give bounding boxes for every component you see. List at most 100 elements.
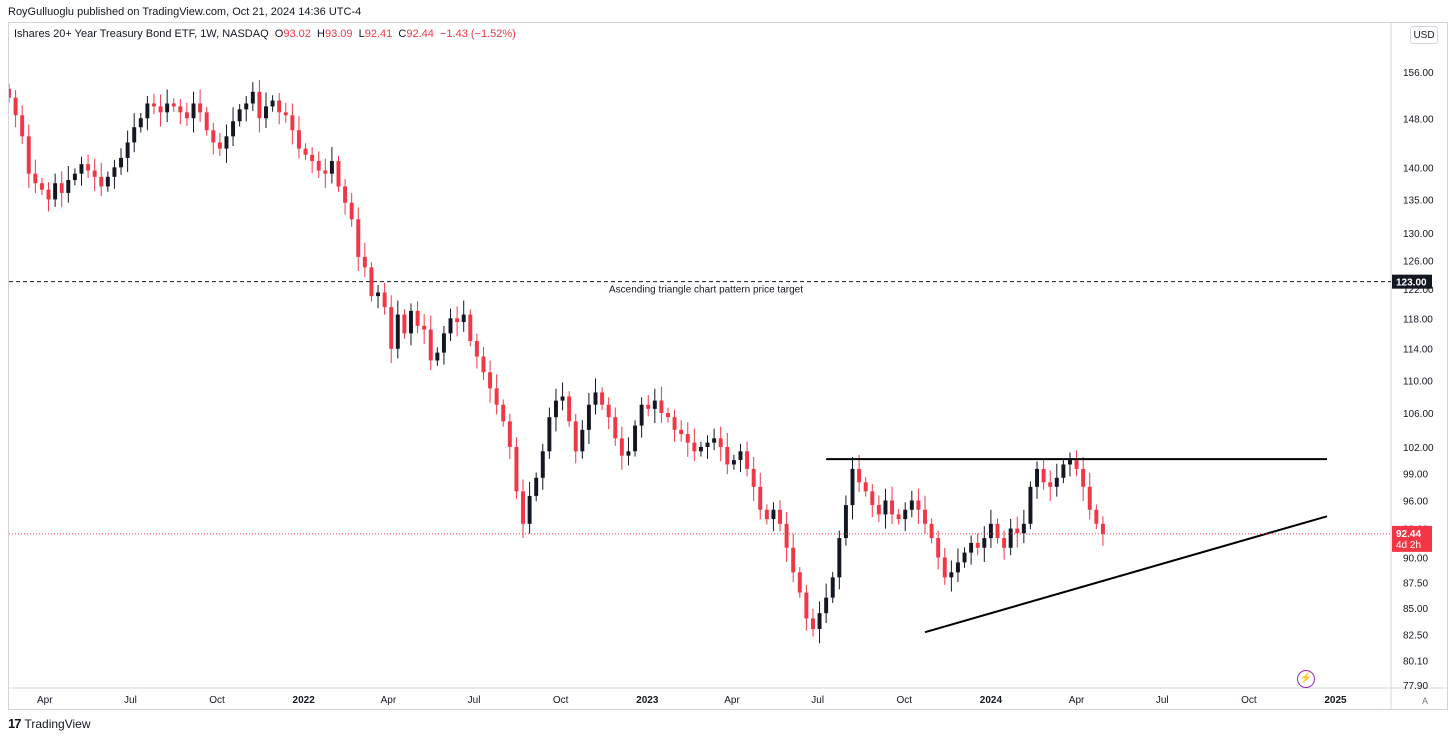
candle-body — [402, 314, 407, 334]
y-tick-label: 156.00 — [1403, 68, 1434, 79]
candle-body — [488, 372, 493, 389]
candle-body — [718, 438, 723, 447]
candle-body — [817, 613, 822, 629]
candle-body — [567, 396, 572, 422]
candle-body — [303, 148, 308, 155]
candle-body — [1048, 482, 1053, 487]
currency-button[interactable]: USD — [1410, 26, 1438, 44]
candle-body — [791, 547, 796, 573]
candle-body — [494, 388, 499, 405]
candle-body — [685, 434, 690, 443]
candle-body — [428, 329, 433, 361]
candle-body — [277, 100, 282, 113]
candle-body — [441, 333, 446, 353]
candle-body — [1067, 460, 1072, 465]
candle-body — [764, 509, 769, 520]
y-tick-label: 106.00 — [1403, 409, 1434, 420]
tradingview-logo[interactable]: 17 TradingView — [8, 716, 91, 731]
x-tick-label: Oct — [897, 695, 913, 706]
candle-body — [59, 183, 64, 193]
candle-body — [745, 451, 750, 469]
candle-body — [191, 103, 196, 119]
candle-body — [850, 468, 855, 506]
y-tick-label: 90.00 — [1403, 553, 1428, 564]
candle-body — [507, 421, 512, 447]
candle-body — [639, 404, 644, 426]
candle-body — [283, 112, 288, 116]
candle-body — [573, 421, 578, 452]
candle-body — [382, 292, 387, 308]
x-tick-label: 2022 — [293, 695, 316, 706]
candle-body — [376, 292, 381, 297]
candle-body — [738, 451, 743, 461]
y-tick-label: 118.00 — [1403, 314, 1433, 325]
symbol-name: Ishares 20+ Year Treasury Bond ETF, 1W, … — [14, 28, 269, 40]
y-tick-label: 148.00 — [1403, 114, 1434, 125]
last-price-label-bg — [1392, 525, 1432, 552]
x-tick-label: Jul — [468, 695, 481, 706]
candle-body — [1094, 509, 1099, 524]
candle-body — [356, 219, 361, 257]
candle-body — [1015, 528, 1020, 534]
y-tick-label: 87.50 — [1403, 578, 1428, 589]
candle-body — [125, 142, 130, 158]
high-label: H — [317, 28, 325, 40]
candle-body — [751, 468, 756, 487]
y-tick-label: 126.00 — [1403, 256, 1434, 267]
candle-body — [560, 396, 565, 401]
candle-body — [86, 164, 91, 171]
candle-body — [369, 267, 374, 297]
candle-body — [26, 136, 31, 174]
candle-body — [270, 100, 275, 107]
candle-body — [165, 103, 170, 113]
y-tick-label: 122.00 — [1403, 285, 1434, 296]
lightning-icon[interactable]: ⚡ — [1297, 670, 1315, 688]
y-tick-label: 85.00 — [1403, 604, 1428, 615]
candle-body — [501, 404, 506, 422]
candle-body — [633, 425, 638, 452]
candle-body — [705, 442, 710, 447]
candle-body — [66, 180, 71, 193]
x-tick-label: Apr — [724, 695, 740, 706]
candle-body — [1100, 523, 1105, 534]
candle-body — [362, 256, 367, 268]
tradingview-logo-text: TradingView — [24, 716, 91, 731]
y-tick-label: 102.00 — [1403, 443, 1434, 454]
candle-body — [46, 189, 51, 200]
candle-body — [409, 310, 413, 334]
candle-body — [20, 115, 25, 137]
auto-scale-button[interactable]: A — [1422, 696, 1429, 706]
y-tick-label: 77.90 — [1403, 681, 1428, 692]
candle-body — [810, 618, 815, 629]
chart-frame[interactable]: 156.00 148.00 140.00 135.00 130.00 126.00 122.… — [8, 22, 1448, 710]
close-label: C — [398, 28, 407, 40]
x-tick-label: Oct — [209, 695, 225, 706]
x-tick-label: Jul — [1156, 695, 1169, 706]
candle-body — [1074, 460, 1079, 469]
x-tick-label: Apr — [37, 695, 53, 706]
y-tick-label: 140.00 — [1403, 163, 1434, 174]
candle-body — [217, 142, 222, 149]
y-tick-label: 96.00 — [1403, 497, 1428, 508]
candle-body — [830, 577, 835, 598]
y-tick-label: 114.00 — [1403, 345, 1433, 356]
last-price-label: 92.44 — [1396, 529, 1421, 540]
price-target-label-bg — [1392, 274, 1432, 289]
candle-body — [863, 482, 868, 492]
price-chart[interactable]: 156.00 148.00 140.00 135.00 130.00 126.00 122.… — [9, 23, 1447, 709]
candle-body — [171, 103, 176, 107]
candle-body — [231, 121, 236, 137]
symbol-legend: Ishares 20+ Year Treasury Bond ETF, 1W, … — [14, 28, 516, 40]
x-tick-label: 2023 — [636, 695, 659, 706]
candle-body — [1028, 486, 1033, 524]
candle-body — [955, 562, 960, 573]
candle-body — [771, 509, 776, 520]
change-value: −1.43 (−1.52%) — [440, 28, 516, 40]
close-value: 92.44 — [406, 28, 434, 40]
candle-body — [481, 356, 486, 373]
candle-body — [415, 310, 420, 326]
candle-body — [659, 400, 664, 413]
candle-body — [152, 103, 156, 107]
candle-body — [975, 542, 980, 548]
candle-body — [521, 491, 525, 524]
